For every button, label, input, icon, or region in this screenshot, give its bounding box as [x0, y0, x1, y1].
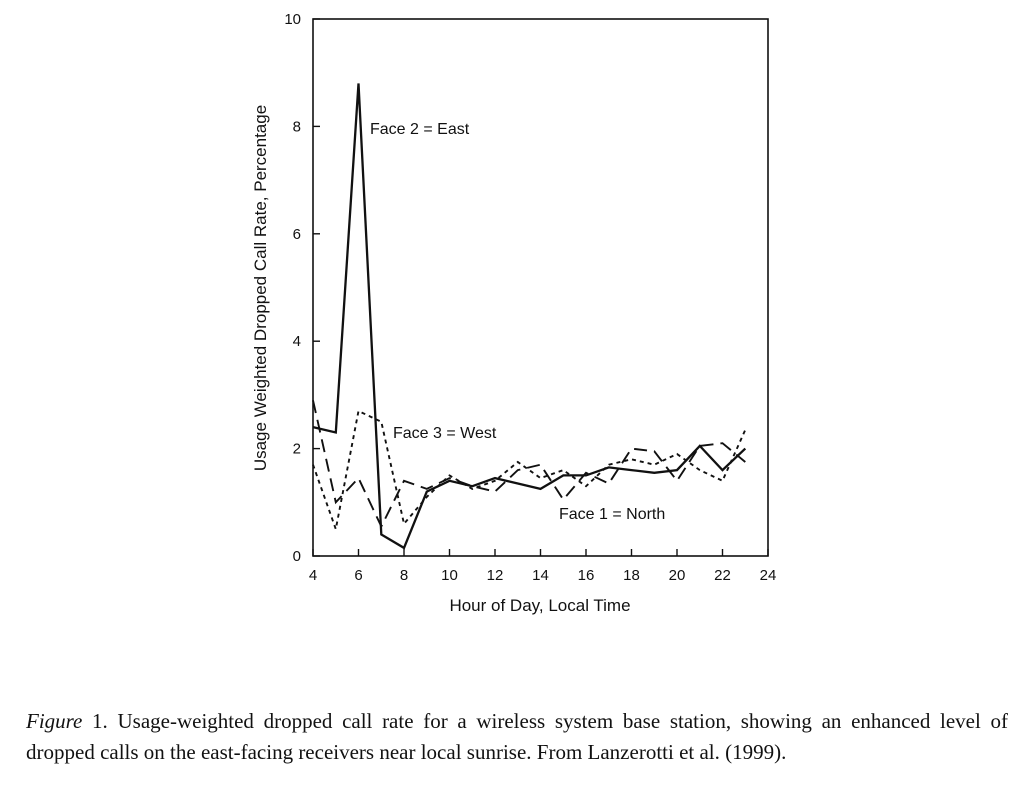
x-tick-label: 12 — [487, 567, 504, 584]
x-axis-title: Hour of Day, Local Time — [449, 596, 630, 615]
y-tick-label: 2 — [293, 441, 301, 458]
x-tick-label: 22 — [714, 567, 731, 584]
chart-area: 4 6 8 10 12 14 16 18 20 22 24 0 2 4 6 8 10 Hour of Day, … — [251, 11, 776, 615]
series-line-solid — [312, 83, 747, 550]
series-layer — [312, 83, 747, 550]
y-tick-label: 6 — [293, 226, 301, 243]
figure-caption: Figure 1. Usage-weighted dropped call ra… — [26, 706, 1008, 768]
y-tick-label: 0 — [293, 548, 301, 565]
x-tick-label: 20 — [669, 567, 686, 584]
y-tick-label: 10 — [284, 11, 301, 28]
y-tick-label: 8 — [293, 118, 301, 135]
series-label-north: Face 1 = North — [559, 506, 665, 523]
x-tick-label: 4 — [309, 567, 317, 584]
x-tick-label: 16 — [578, 567, 595, 584]
x-tick-label: 8 — [400, 567, 408, 584]
series-line-dashed — [312, 400, 746, 529]
series-line-dotted — [312, 409, 747, 533]
figure-caption-label: Figure — [26, 709, 83, 733]
x-tick-label: 6 — [354, 567, 362, 584]
x-tick-label: 10 — [441, 567, 458, 584]
plot-frame — [312, 18, 769, 557]
series-label-east: Face 2 = East — [370, 121, 470, 138]
x-tick-label: 24 — [760, 567, 777, 584]
y-axis-title: Usage Weighted Dropped Call Rate, Percen… — [251, 105, 270, 471]
y-tick-label: 4 — [293, 333, 301, 350]
x-tick-label: 18 — [623, 567, 640, 584]
x-tick-label: 14 — [532, 567, 549, 584]
series-label-west: Face 3 = West — [393, 425, 497, 442]
figure-caption-text: 1. Usage-weighted dropped call rate for … — [26, 709, 1008, 764]
